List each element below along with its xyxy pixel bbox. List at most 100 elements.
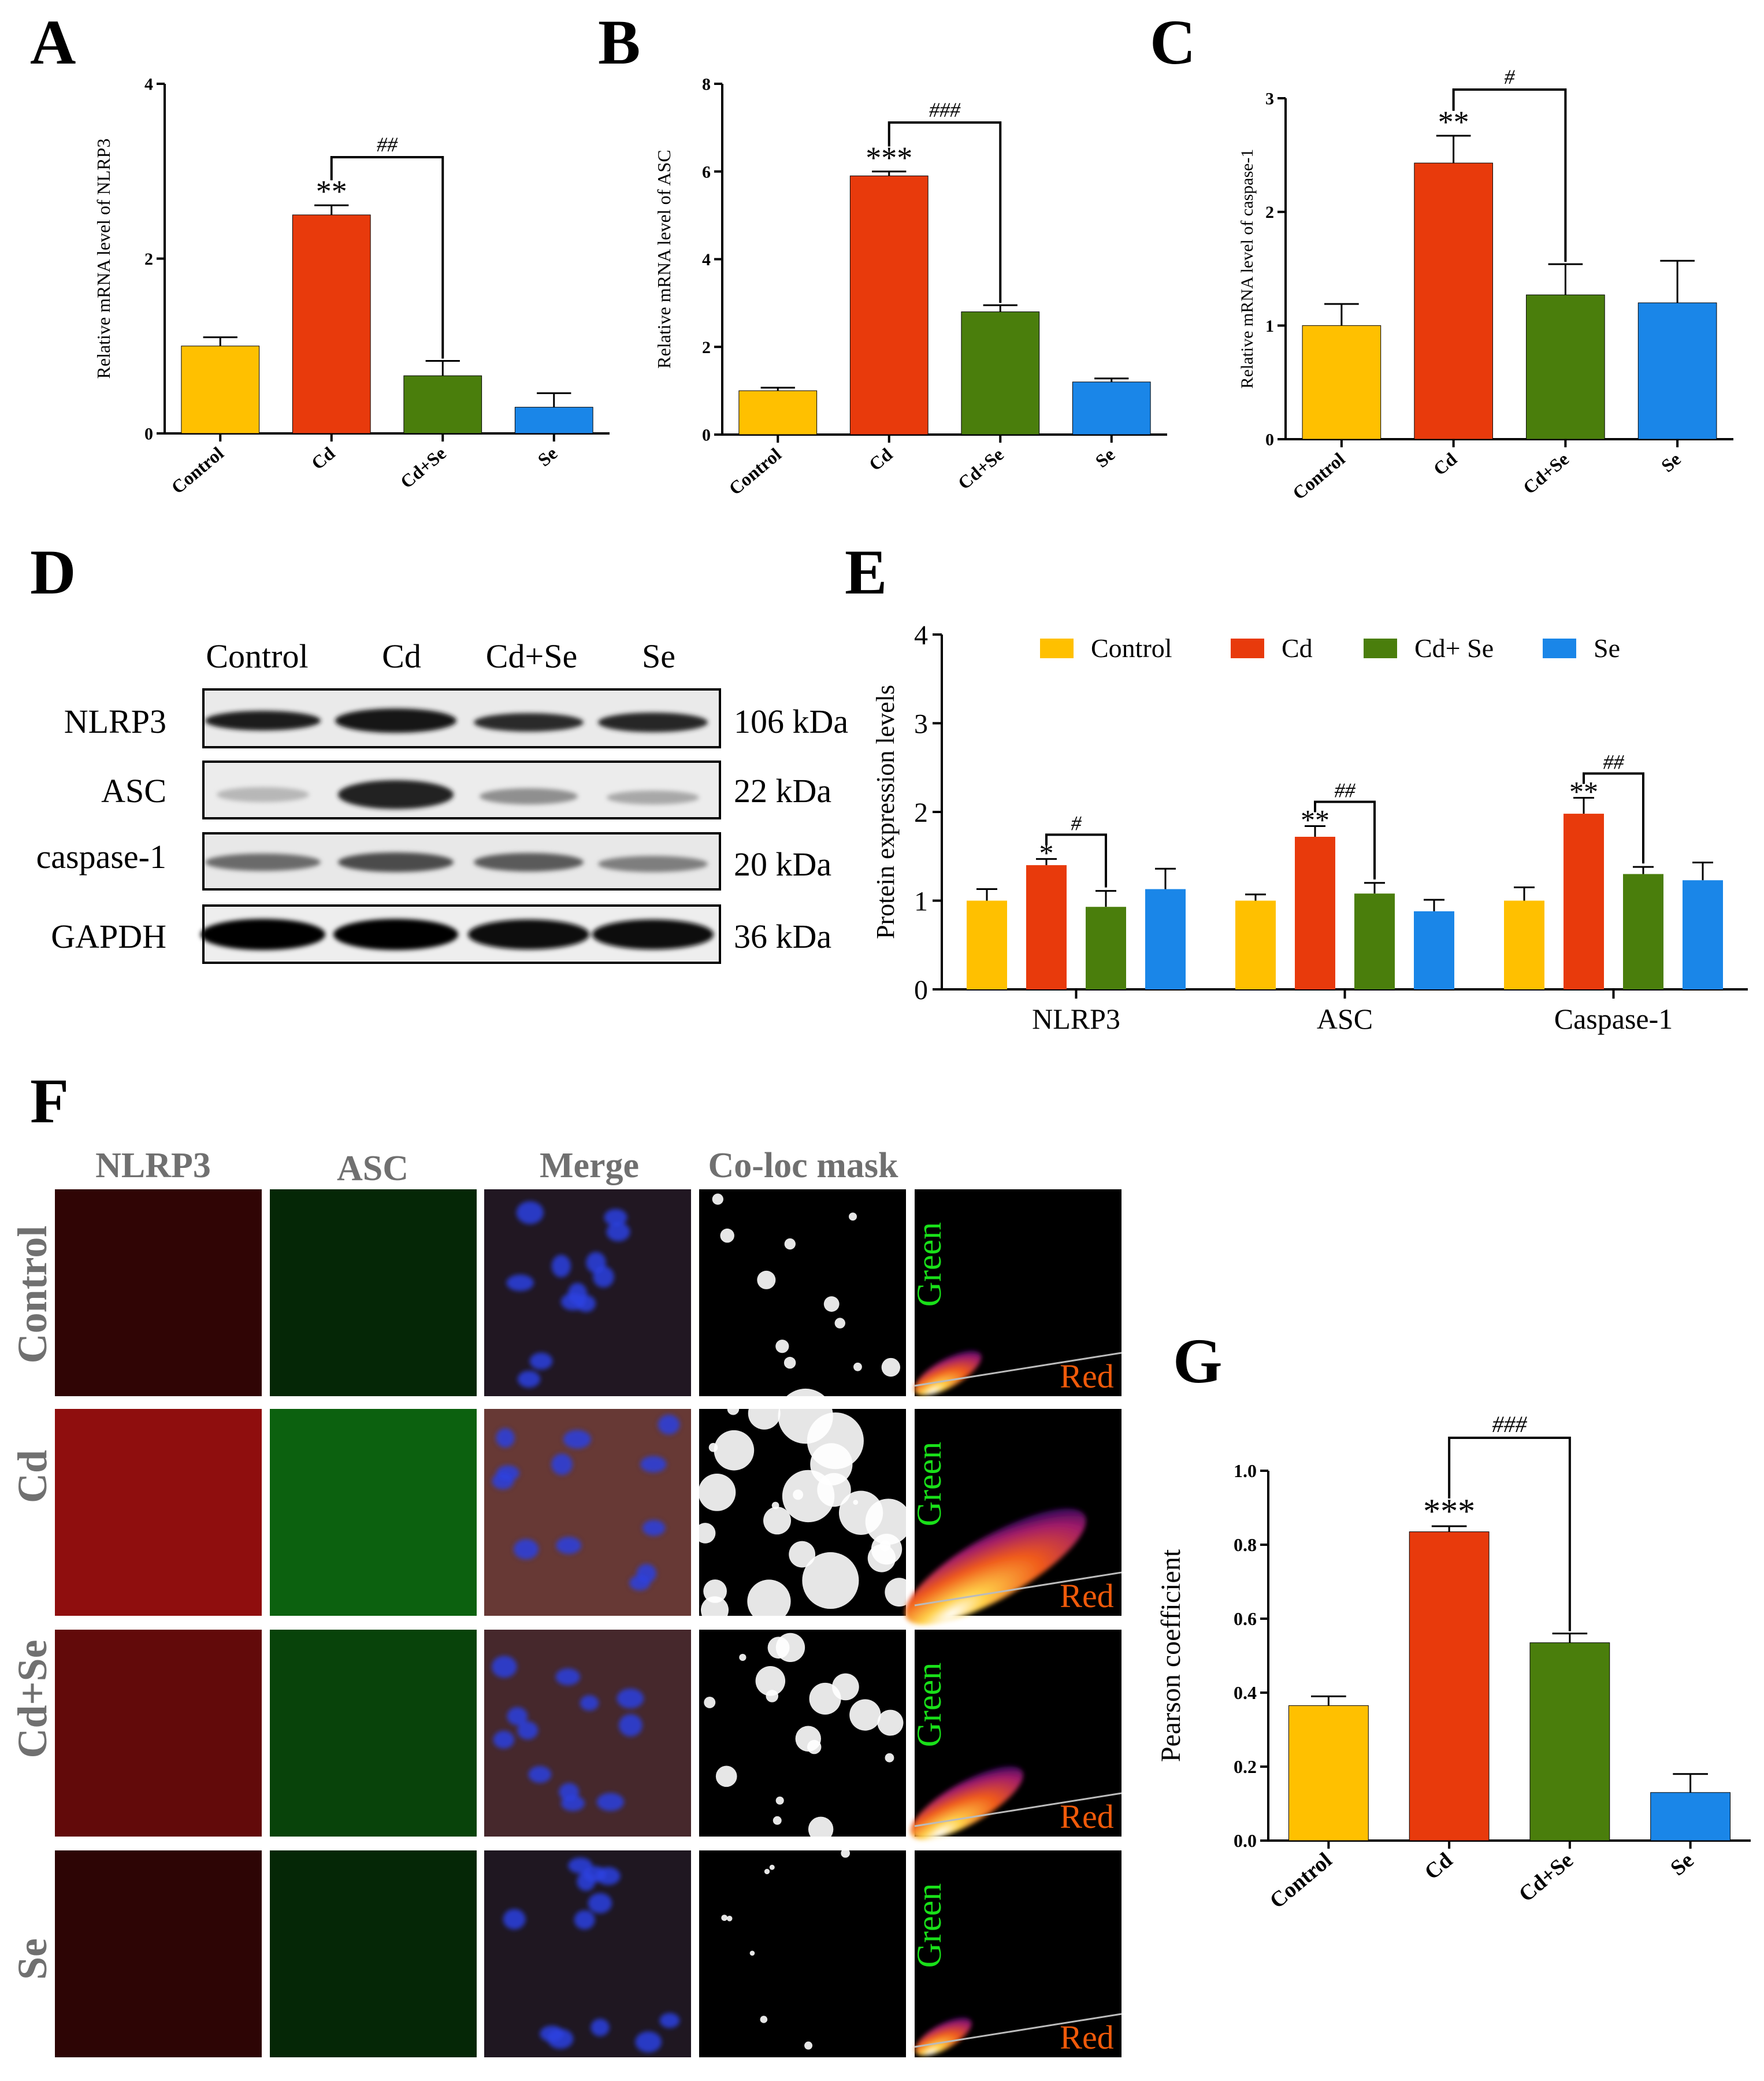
y-tick-label: 0.0 xyxy=(1234,1830,1257,1851)
bracket-label: ### xyxy=(1492,1411,1528,1437)
mask-speck xyxy=(789,1541,816,1568)
bar xyxy=(1564,814,1604,989)
comparison-bracket xyxy=(1314,800,1376,880)
nucleus xyxy=(560,1795,585,1811)
band-asc-cd xyxy=(338,780,454,809)
mask-speck xyxy=(748,1397,781,1430)
x-tick-label: Control xyxy=(725,444,785,499)
y-tick-label: 4 xyxy=(914,620,928,651)
y-axis-label: Relative mRNA level of ASC xyxy=(653,150,674,369)
panel-letter-e: E xyxy=(845,537,887,607)
blot-col-se: Se xyxy=(642,637,675,675)
nucleus xyxy=(580,1695,599,1711)
chart-b: 0 2 4 6 8 Relative mRNA level of ASC Control Cd… xyxy=(653,75,1167,499)
bar-cd xyxy=(292,214,371,434)
mask-speck xyxy=(784,1238,796,1250)
tile-asc xyxy=(270,1630,477,1837)
blot-row-gapdh: GAPDH xyxy=(51,918,166,955)
band-asc-se xyxy=(607,791,699,804)
nucleus xyxy=(596,1867,621,1885)
regression-line xyxy=(914,1792,1122,1827)
if-row-control: Control xyxy=(9,1226,55,1364)
legend-label: Se xyxy=(1594,633,1620,663)
y-tick-label: 6 xyxy=(702,162,711,181)
mask-speck xyxy=(808,1816,834,1842)
comparison-bracket xyxy=(1448,1437,1571,1631)
bracket-label: # xyxy=(1505,65,1516,88)
nucleus xyxy=(513,1539,539,1560)
legend-swatch xyxy=(1543,639,1576,658)
x-tick-label: Cd+Se xyxy=(396,443,450,492)
mask-specks xyxy=(704,1633,904,1842)
bar xyxy=(1086,907,1126,989)
nuclei xyxy=(503,1857,680,2053)
band-caspase1-cd xyxy=(338,852,454,872)
y-tick-label: 0.6 xyxy=(1234,1608,1257,1629)
scatter-axis-green: Green xyxy=(910,1663,948,1748)
scatter-cloud xyxy=(914,1351,982,1396)
bar xyxy=(1026,865,1067,989)
comparison-bracket xyxy=(887,121,1002,303)
chart-c: 0 1 2 3 Relative mRNA level of caspase-1 Cont… xyxy=(1238,65,1733,504)
tile-asc xyxy=(270,1189,477,1396)
y-axis-label: Relative mRNA level of caspase-1 xyxy=(1238,149,1257,389)
nucleus xyxy=(507,1707,528,1726)
bar xyxy=(1354,893,1395,989)
mask-specks xyxy=(712,1193,901,1377)
y-axis-label: Pearson coefficient xyxy=(1156,1549,1186,1762)
y-tick-label: 2 xyxy=(1265,203,1274,222)
mask-speck xyxy=(823,1296,840,1312)
x-tick-label: Cd+Se xyxy=(954,444,1008,494)
chart-a: 0 2 4 Relative mRNA level of NLRP3 Control Cd… xyxy=(93,75,610,498)
western-blot: Control Cd Cd+Se Se NLRP3 ASC caspase-1 … xyxy=(36,637,848,964)
blot-size-gapdh: 36 kDa xyxy=(734,918,831,955)
x-tick-label: Se xyxy=(534,443,562,470)
nuclei xyxy=(492,1415,680,1591)
blot-col-cd: Cd xyxy=(382,637,421,675)
immunofluorescence-panel: NLRP3 ASC Merge Co-loc mask Control Cd C… xyxy=(9,1146,1122,2057)
y-tick-label: 4 xyxy=(144,75,153,94)
comparison-bracket xyxy=(1045,833,1107,888)
nucleus xyxy=(555,1668,581,1686)
bracket-label: ## xyxy=(1335,779,1356,802)
tile-merge xyxy=(484,1630,691,1837)
nucleus xyxy=(596,1793,624,1811)
y-tick-label: 0.4 xyxy=(1234,1682,1257,1703)
band-asc-control xyxy=(217,787,309,802)
y-tick-label: 1.0 xyxy=(1234,1460,1257,1481)
band-caspase1-cdse xyxy=(474,853,584,871)
blot-col-control: Control xyxy=(206,637,308,675)
nucleus xyxy=(568,1857,593,1874)
tile-coloc-mask xyxy=(699,1850,906,2057)
mask-speck xyxy=(802,1552,859,1609)
mask-speck xyxy=(704,1696,716,1708)
band-nlrp3-cd xyxy=(335,708,456,733)
y-tick-label: 2 xyxy=(914,797,928,828)
bar xyxy=(967,900,1007,989)
nucleus xyxy=(492,1656,517,1678)
nucleus xyxy=(604,1208,627,1226)
tile-nlrp3 xyxy=(55,1850,262,2057)
nucleus xyxy=(506,1274,534,1292)
mask-speck xyxy=(849,1212,857,1221)
mask-speck xyxy=(853,1362,862,1371)
nucleus xyxy=(560,1293,586,1311)
y-tick-label: 0 xyxy=(914,975,928,1006)
mask-speck xyxy=(881,1357,901,1377)
y-tick-label: 3 xyxy=(1265,90,1274,109)
nucleus xyxy=(556,1537,582,1555)
x-tick-label: NLRP3 xyxy=(1032,1003,1120,1035)
bar-cd-se xyxy=(403,375,482,434)
mask-speck xyxy=(778,1388,833,1444)
bar xyxy=(1623,874,1663,989)
mask-speck xyxy=(747,1579,791,1623)
x-tick-label: Cd+Se xyxy=(1514,1848,1578,1907)
y-tick-label: 8 xyxy=(702,75,711,94)
bar-se xyxy=(514,407,593,434)
nucleus xyxy=(577,1872,596,1891)
bar xyxy=(1414,911,1454,989)
bar xyxy=(1504,900,1544,989)
bar xyxy=(1683,880,1723,989)
y-tick-label: 1 xyxy=(914,886,928,917)
chart-e: 0 1 2 3 4 Protein expression levels Control Cd C… xyxy=(871,620,1748,1035)
